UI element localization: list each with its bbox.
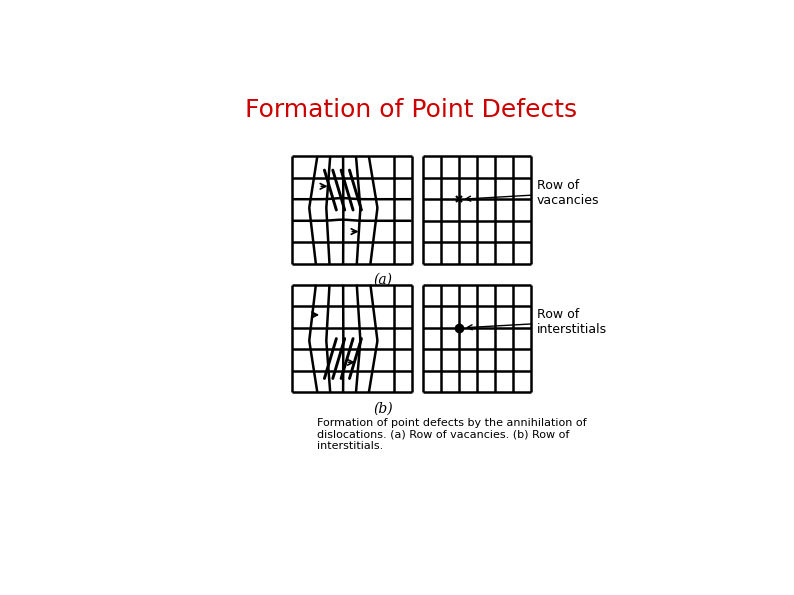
Text: Formation of point defects by the annihilation of
dislocations. (a) Row of vacan: Formation of point defects by the annihi… <box>317 418 587 451</box>
Text: Formation of Point Defects: Formation of Point Defects <box>245 98 577 123</box>
Text: Row of
vacancies: Row of vacancies <box>465 179 599 207</box>
Text: (b): (b) <box>373 402 393 416</box>
Text: (a): (a) <box>373 273 392 287</box>
Text: Row of
interstitials: Row of interstitials <box>467 308 607 336</box>
